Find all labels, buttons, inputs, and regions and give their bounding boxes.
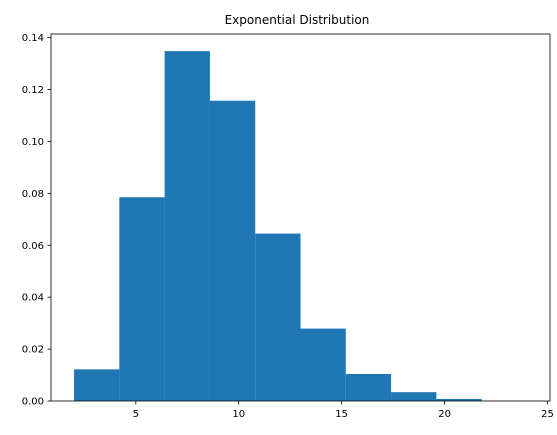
histogram-bar-8 xyxy=(391,392,437,401)
x-tick-label: 5 xyxy=(133,409,139,420)
histogram-bar-7 xyxy=(345,374,392,401)
y-tick-label: 0.12 xyxy=(22,85,44,96)
x-tick-label: 20 xyxy=(438,409,451,420)
y-tick-label: 0.04 xyxy=(22,293,44,304)
y-tick-label: 0.08 xyxy=(22,189,44,200)
histogram-bar-6 xyxy=(300,328,346,401)
bars-group xyxy=(74,51,527,401)
chart-title: Exponential Distribution xyxy=(225,13,370,27)
y-tick-label: 0.02 xyxy=(22,345,44,356)
axes-group: 5 10 15 20 25 0.00 0.02 0.04 0.06 0.08 0.10 0.12 0.1… xyxy=(22,33,554,420)
histogram-bar-4 xyxy=(209,100,256,401)
y-tick-label: 0.14 xyxy=(22,33,44,44)
x-tick-label: 10 xyxy=(232,409,245,420)
x-tick-label: 15 xyxy=(335,409,348,420)
x-tick-label: 25 xyxy=(541,409,554,420)
histogram-bar-3 xyxy=(164,51,210,401)
y-tick-label: 0.06 xyxy=(22,241,44,252)
histogram-bar-9 xyxy=(436,398,482,401)
histogram-bar-2 xyxy=(119,197,165,401)
y-tick-label: 0.10 xyxy=(22,137,44,148)
histogram-bar-5 xyxy=(255,233,301,401)
y-tick-label: 0.00 xyxy=(22,397,44,408)
histogram-bar-1 xyxy=(74,369,120,401)
plot-frame xyxy=(50,33,551,402)
